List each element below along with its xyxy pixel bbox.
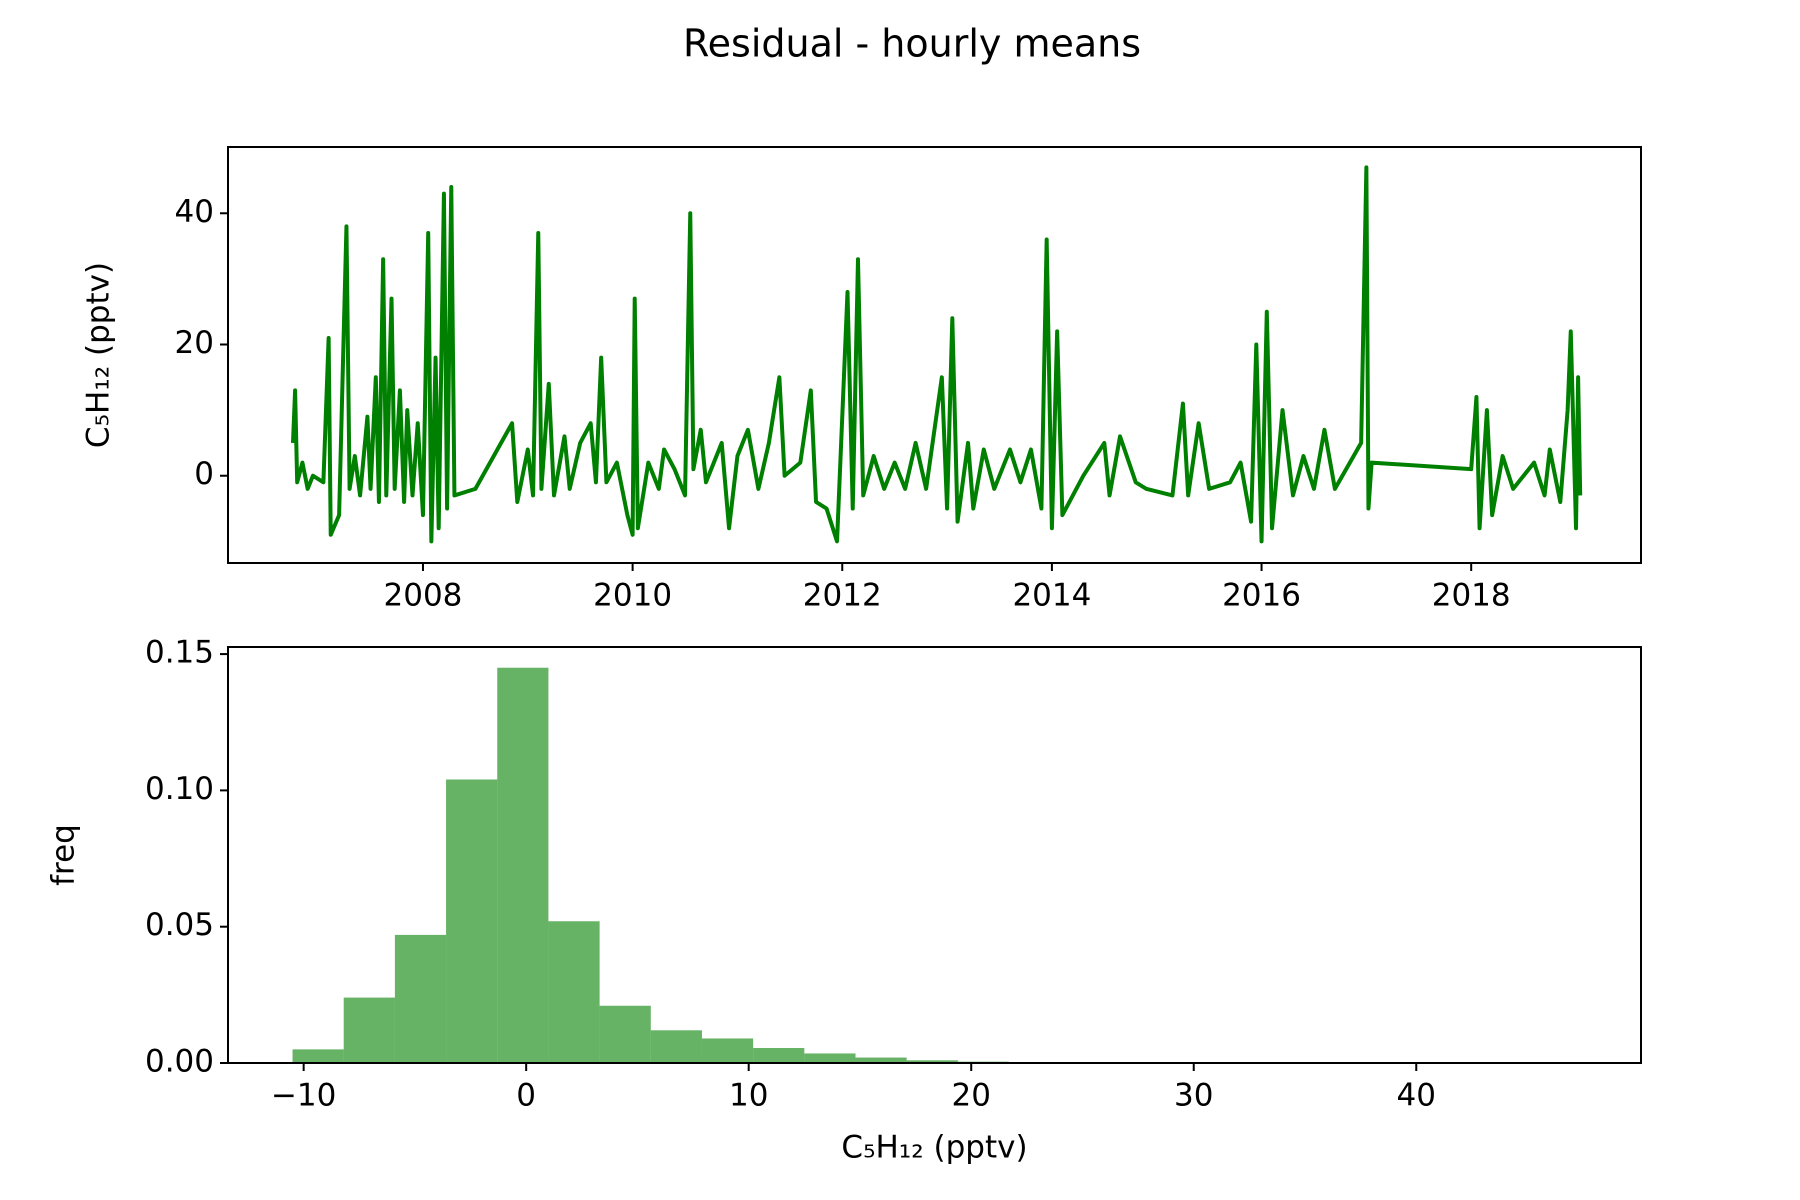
- x-tick-label: 10: [729, 1078, 768, 1114]
- hist-bar: [292, 1049, 344, 1063]
- x-tick-label: 2016: [1222, 578, 1301, 614]
- hist-bar: [650, 1030, 702, 1063]
- axes-frame: [227, 646, 1642, 1064]
- y-tick-label: 0: [194, 456, 214, 492]
- x-tick-label: 2014: [1012, 578, 1091, 614]
- hist-bar: [599, 1005, 651, 1063]
- x-tick-label: 20: [951, 1078, 990, 1114]
- y-tick-label: 0.10: [145, 771, 214, 807]
- x-tick-label: 2012: [803, 578, 882, 614]
- x-tick-label: −10: [271, 1078, 336, 1114]
- y-axis-label: C₅H₁₂ (pptv): [81, 262, 117, 448]
- x-tick-label: 2010: [593, 578, 672, 614]
- hist-bar: [753, 1048, 805, 1063]
- x-tick-label: 30: [1174, 1078, 1213, 1114]
- figure-title: Residual - hourly means: [683, 22, 1141, 66]
- x-axis-label: C₅H₁₂ (pptv): [841, 1130, 1027, 1166]
- hist-bar: [394, 934, 447, 1063]
- hist-bar: [804, 1053, 856, 1063]
- x-tick-label: 2018: [1432, 578, 1511, 614]
- x-tick-label: 0: [516, 1078, 536, 1114]
- y-tick-label: 0.15: [145, 635, 214, 671]
- data-line: [290, 165, 1583, 544]
- hist-bar: [446, 779, 498, 1063]
- hist-bar: [343, 997, 395, 1063]
- x-tick-label: 40: [1397, 1078, 1436, 1114]
- hist-bar: [855, 1057, 907, 1063]
- hist-bar: [497, 667, 549, 1063]
- y-tick-label: 40: [175, 194, 214, 230]
- hist-bar: [548, 921, 600, 1063]
- x-tick-label: 2008: [384, 578, 463, 614]
- hist-bar: [701, 1038, 754, 1063]
- hist-bar: [906, 1060, 958, 1063]
- y-tick-label: 0.00: [145, 1044, 214, 1080]
- y-tick-label: 20: [175, 325, 214, 361]
- y-axis-label: freq: [46, 824, 82, 886]
- y-tick-label: 0.05: [145, 907, 214, 943]
- axes-frame: [227, 146, 1642, 564]
